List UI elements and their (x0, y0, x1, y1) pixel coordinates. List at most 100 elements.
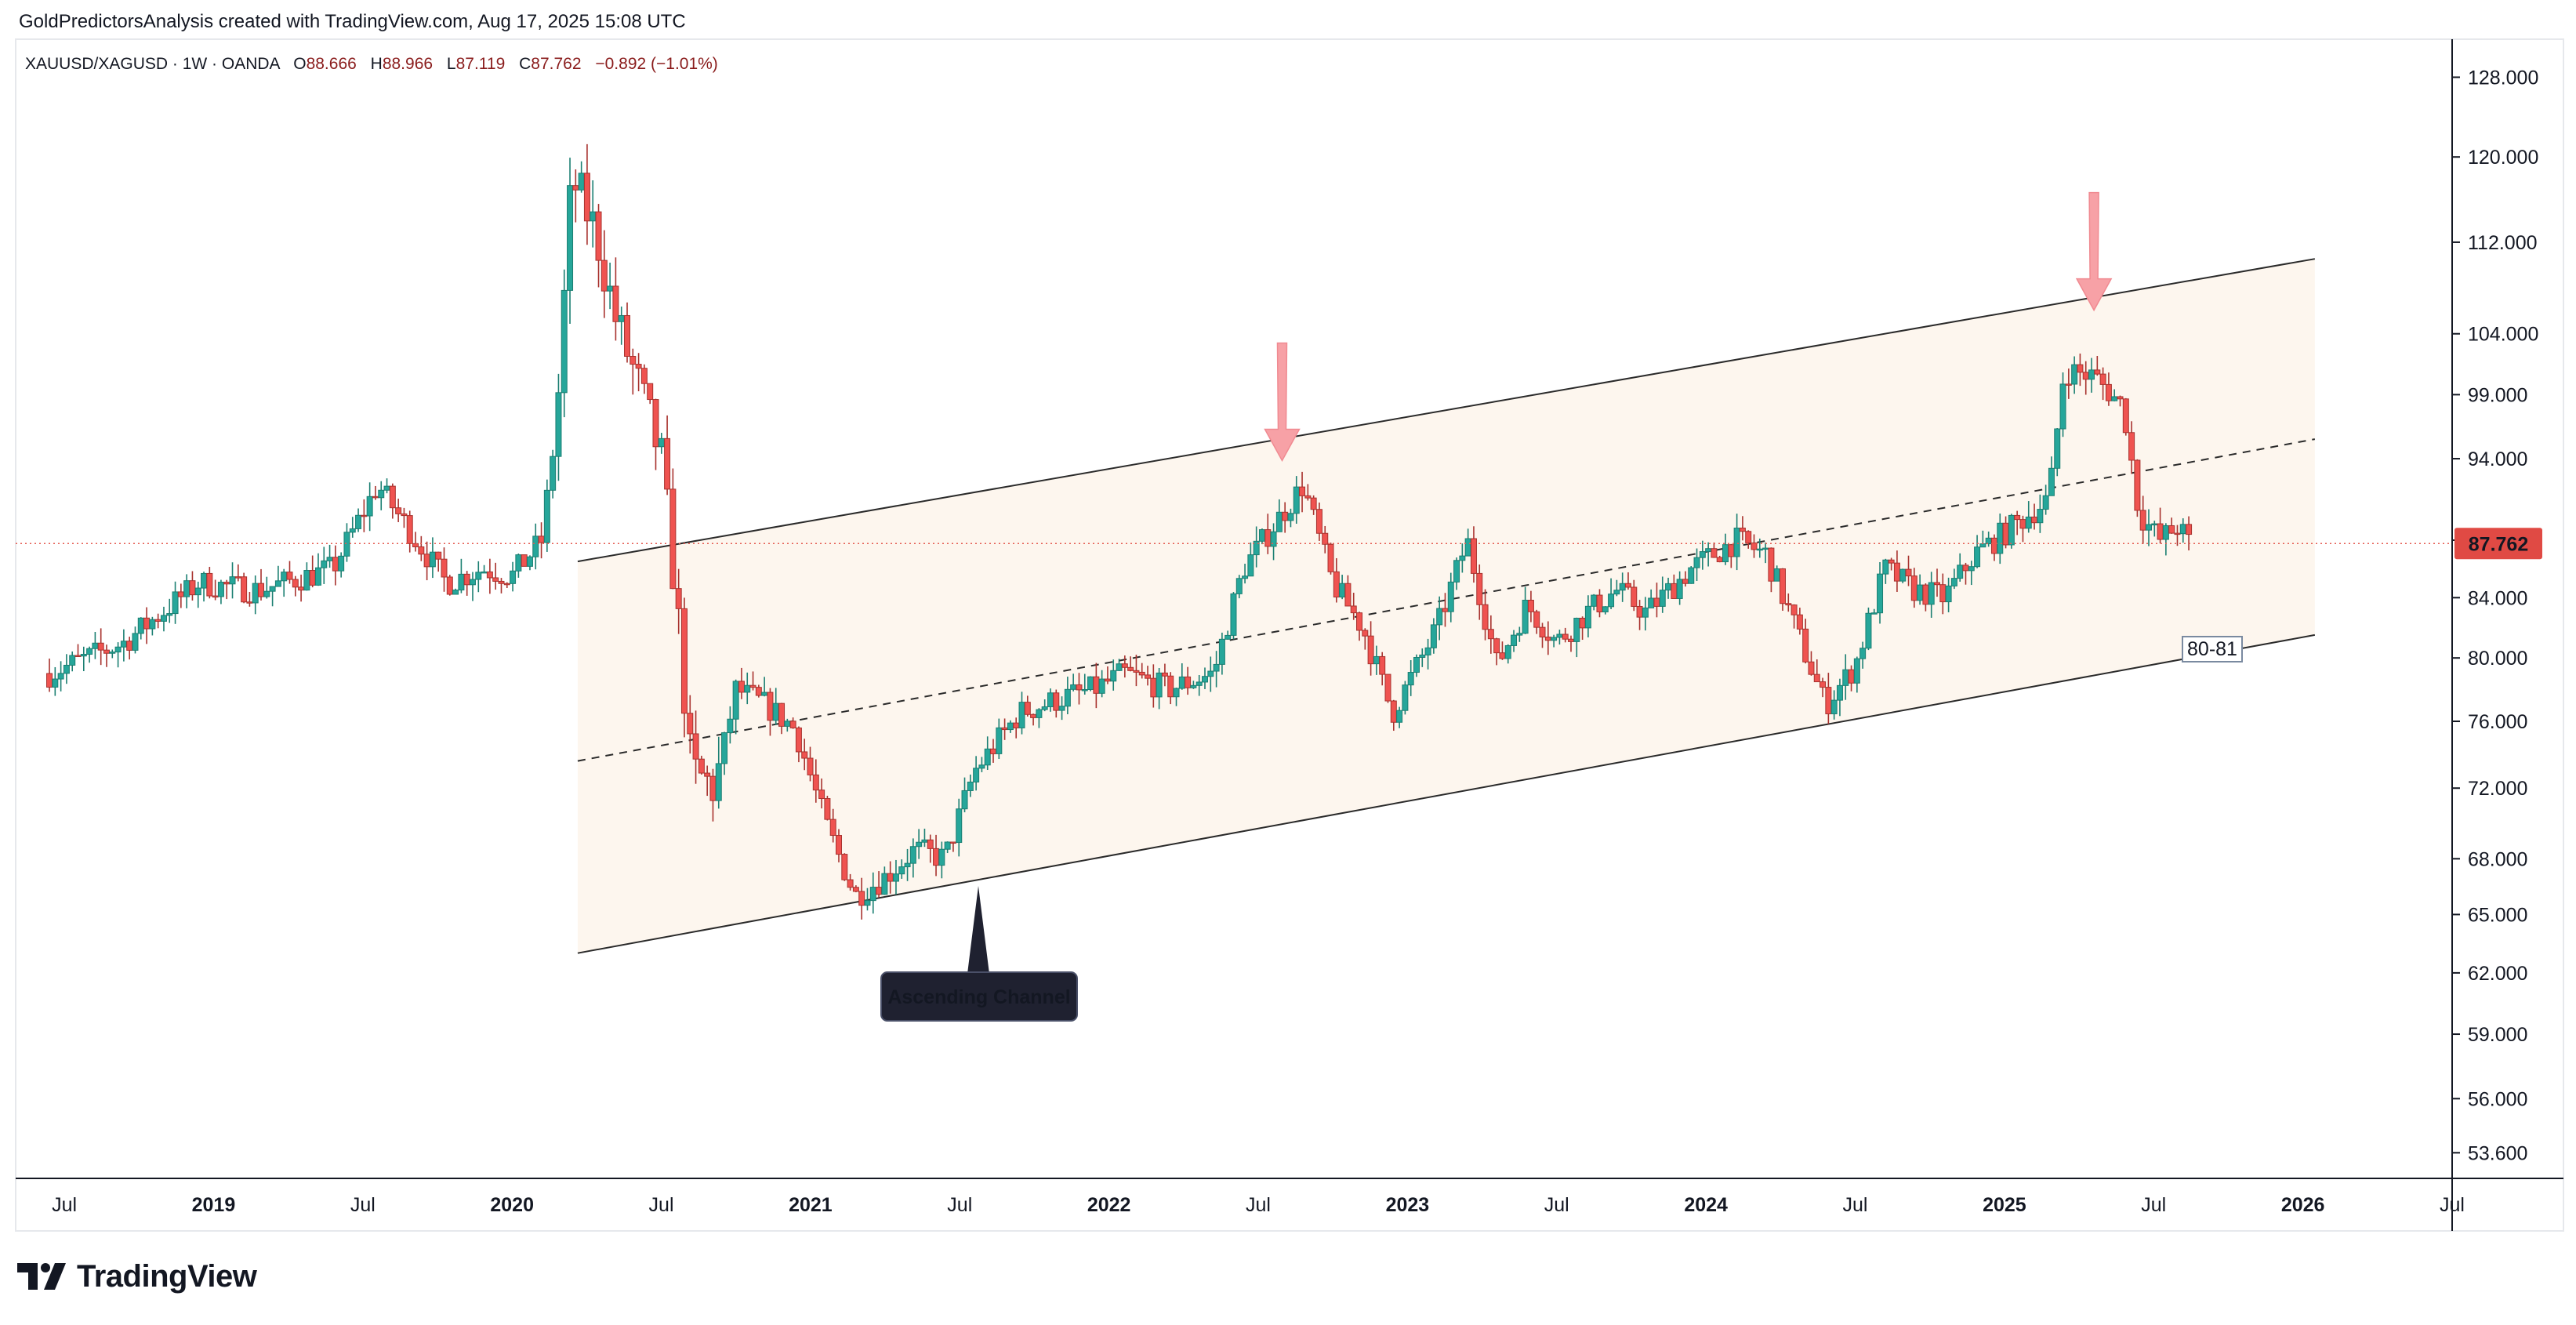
candle-body (1207, 670, 1214, 677)
candle-body (795, 727, 802, 753)
candle-body (1796, 614, 1803, 630)
candle-body (1116, 663, 1123, 671)
candle-body (1442, 608, 1449, 612)
candle-body (1339, 583, 1346, 597)
candle-body (292, 579, 299, 588)
x-tick-label: 2019 (192, 1194, 236, 1216)
candle-body (1396, 710, 1403, 723)
candle-body (1939, 584, 1947, 603)
candle-body (864, 900, 871, 906)
candle-body (252, 583, 259, 604)
candle-body (1865, 612, 1872, 649)
candle-body (154, 619, 161, 622)
candle-body (321, 560, 328, 568)
candle-body (669, 488, 677, 590)
candle-body (647, 383, 654, 401)
candle-body (1150, 677, 1157, 698)
tradingview-logo[interactable]: TradingView (17, 1259, 257, 1294)
candle-body (69, 655, 76, 666)
candle-body (1613, 590, 1620, 595)
candle-body (881, 873, 888, 895)
candle-body (486, 571, 493, 579)
candle-body (57, 673, 64, 680)
candle-body (1899, 568, 1907, 582)
candle-body (137, 617, 144, 634)
candle-body (555, 392, 562, 457)
channel-callout-box (880, 971, 1078, 1022)
candle-body (1161, 672, 1168, 677)
candle-body (1482, 604, 1489, 630)
y-tick-label: 62.000 (2468, 963, 2527, 985)
candle-body (1813, 673, 1820, 683)
candle-body (1997, 522, 2004, 554)
y-tick-label: 53.600 (2468, 1142, 2527, 1164)
high-label: H (370, 55, 383, 73)
price-tag-box (2454, 528, 2542, 560)
candle-body (1076, 684, 1083, 691)
candle-body (1602, 606, 1609, 612)
x-tick-label: Jul (2141, 1194, 2166, 1216)
candle-body (2186, 524, 2193, 535)
candle-body (1693, 557, 1700, 568)
candle-body (2031, 516, 2038, 524)
candle-body (1688, 567, 1695, 584)
candle-body (2151, 523, 2158, 526)
candle-body (904, 862, 911, 868)
candle-body (1476, 572, 1483, 605)
candle-body (1419, 654, 1426, 659)
candle-body (909, 846, 916, 864)
candle-body (1030, 713, 1037, 718)
channel-upper-line (577, 258, 2316, 563)
candle-body (166, 613, 173, 616)
candle-body (812, 774, 819, 791)
candle-body (160, 615, 167, 622)
channel-median-line (577, 438, 2316, 762)
candle-body (2117, 396, 2124, 400)
candle-body (1820, 681, 1827, 688)
candle-body (1275, 511, 1283, 532)
candle-body (217, 582, 224, 597)
candle-body (515, 554, 522, 572)
price-tag-text: 87.762 (2469, 533, 2528, 555)
candle-body (607, 285, 614, 292)
x-tick-label: Jul (649, 1194, 674, 1216)
candle-body (949, 841, 956, 844)
axis-layer: 128.000 120.000 112.000 104.000 99.000 94.000… (16, 39, 2563, 1231)
candle-body (126, 641, 133, 651)
candle-body (1791, 604, 1798, 615)
candle-body (1551, 637, 1558, 641)
candle-body (2105, 383, 2112, 401)
candle-body (1877, 573, 1884, 614)
candle-body (309, 570, 316, 586)
candle-body (1830, 699, 1838, 714)
down-arrow-marker (1264, 342, 1301, 463)
candle-body (1430, 624, 1437, 648)
candle-body (1310, 497, 1317, 510)
candle-body (1304, 495, 1312, 499)
candle-body (1591, 594, 1598, 607)
candle-body (1315, 509, 1322, 534)
candle-body (1624, 583, 1631, 588)
x-tick-label: 2020 (490, 1194, 534, 1216)
y-tick-label: 72.000 (2468, 778, 2527, 800)
candle-body (2037, 509, 2044, 524)
candle-body (532, 535, 539, 557)
candle-body (1596, 594, 1603, 612)
candle-body (1573, 617, 1580, 642)
candle-body (1539, 626, 1546, 638)
candle-body (789, 721, 796, 728)
y-tick-label: 68.000 (2468, 848, 2527, 870)
candle-body (1699, 551, 1706, 558)
candle-body (1527, 600, 1534, 612)
candle-body (858, 891, 865, 906)
candle-body (1733, 528, 1740, 557)
candle-body (452, 590, 459, 595)
candle-body (600, 260, 608, 292)
candle-body (2168, 525, 2175, 534)
candle-body (2145, 524, 2152, 531)
candle-body (1544, 637, 1551, 641)
candle-body (63, 664, 70, 674)
x-tick-label: 2021 (789, 1194, 833, 1216)
open-label: O (293, 55, 307, 73)
